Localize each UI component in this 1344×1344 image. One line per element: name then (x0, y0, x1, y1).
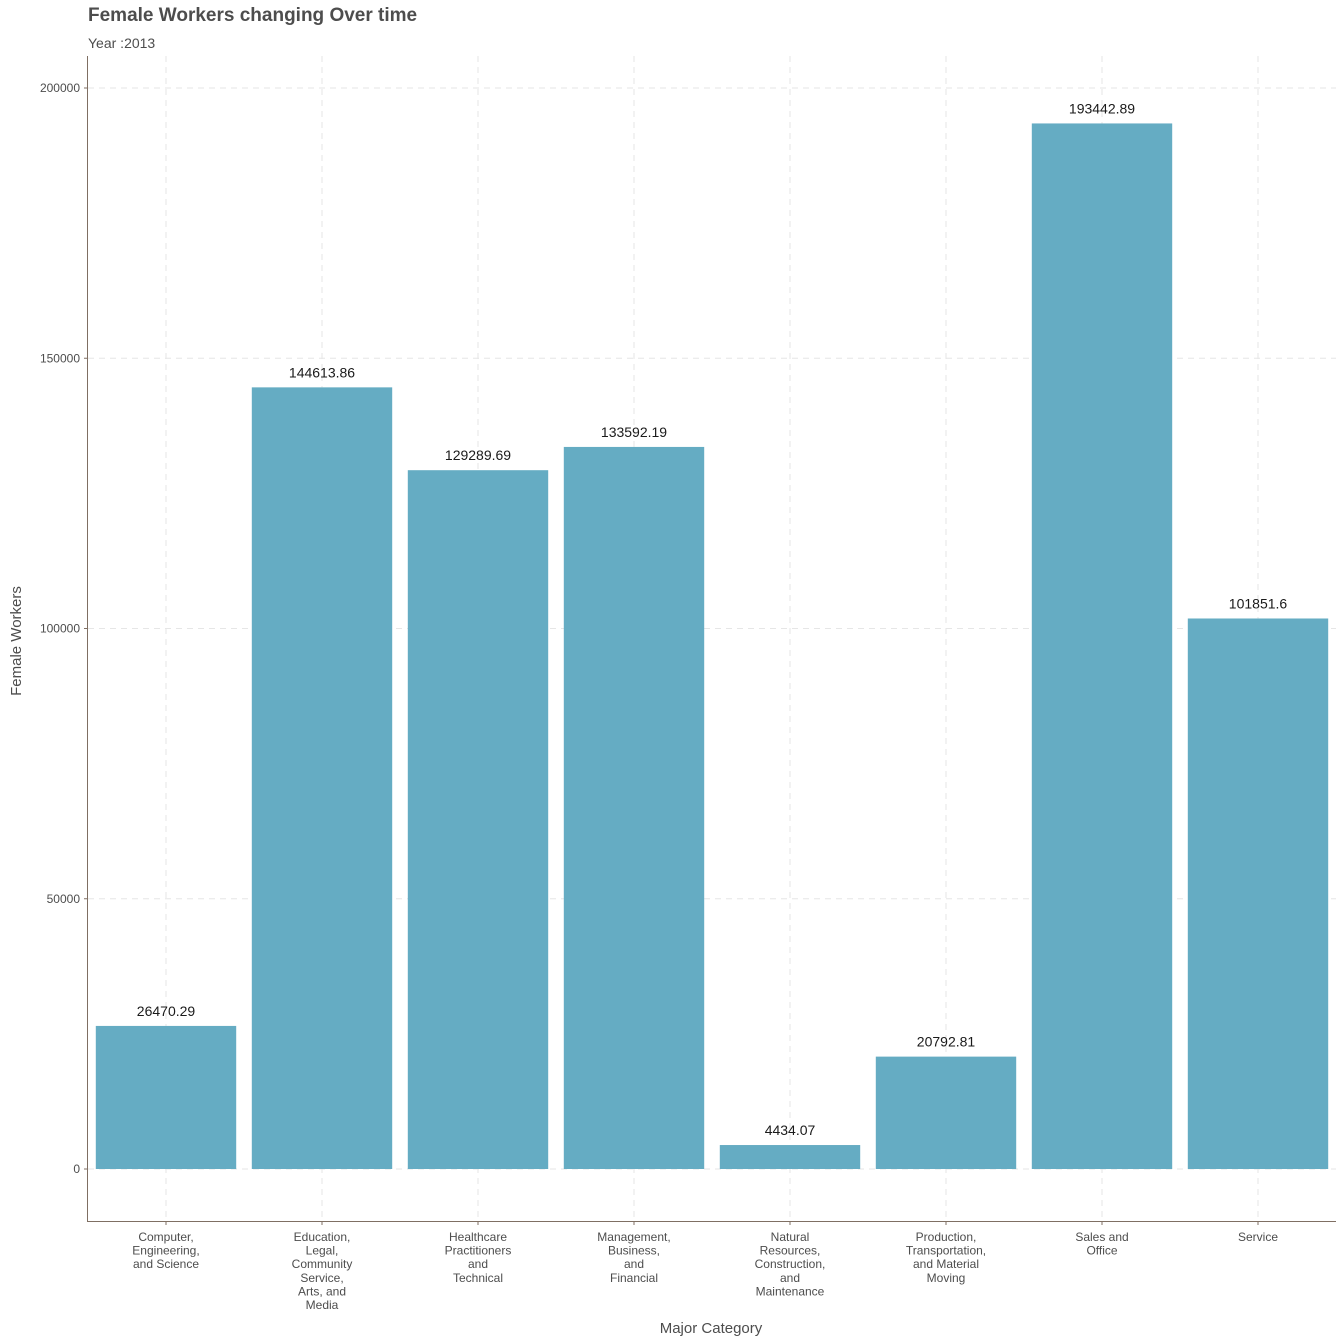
bar-value-label: 144613.86 (289, 364, 355, 380)
bar-layer (95, 123, 1329, 1170)
x-tick-label: Sales and Office (1075, 1230, 1128, 1258)
y-tick-label: 100000 (40, 622, 80, 636)
y-tick-label: 50000 (47, 892, 81, 906)
x-tick-label: Computer, Engineering, and Science (132, 1230, 199, 1271)
bar-value-label: 20792.81 (917, 1034, 976, 1050)
bar (1031, 123, 1173, 1170)
x-tick-label: Education, Legal, Community Service, Arts, a… (292, 1230, 353, 1312)
bar (95, 1025, 237, 1169)
y-tick-label: 0 (73, 1162, 80, 1176)
x-tick-label: Production, Transportation, and Material Mo… (906, 1230, 986, 1285)
bar (251, 387, 393, 1170)
chart-subtitle: Year :2013 (88, 35, 156, 51)
label-layer: 0 50000 100000 150000 200000 26470.29 Computer… (40, 81, 1287, 1312)
axis-layer (87, 56, 1336, 1222)
bar (719, 1145, 861, 1169)
bar (407, 470, 549, 1170)
y-tick-label: 200000 (40, 81, 80, 95)
bar (563, 446, 705, 1169)
bar-value-label: 193442.89 (1069, 100, 1135, 116)
chart-title: Female Workers changing Over time (88, 5, 418, 26)
x-tick-label: Healthcare Practitioners and Technical (445, 1230, 512, 1285)
bar-value-label: 133592.19 (601, 424, 667, 440)
x-axis-title: Major Category (660, 1320, 763, 1337)
bar-value-label: 101851.6 (1229, 595, 1288, 611)
bar-value-label: 26470.29 (137, 1003, 196, 1019)
bar-value-label: 129289.69 (445, 447, 511, 463)
x-tick-label: Service (1238, 1230, 1278, 1244)
x-tick-label: Natural Resources, Construction, and Mainten… (755, 1230, 826, 1298)
x-tick-label: Management, Business, and Financial (597, 1230, 670, 1285)
bar (1187, 618, 1329, 1169)
bar (875, 1056, 1017, 1169)
bar-value-label: 4434.07 (765, 1122, 816, 1138)
y-axis-title: Female Workers (8, 586, 25, 696)
y-tick-label: 150000 (40, 351, 80, 365)
